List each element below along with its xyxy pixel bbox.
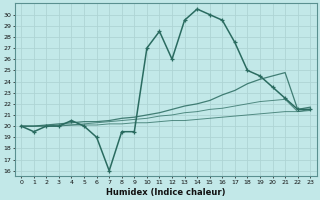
X-axis label: Humidex (Indice chaleur): Humidex (Indice chaleur) bbox=[106, 188, 226, 197]
